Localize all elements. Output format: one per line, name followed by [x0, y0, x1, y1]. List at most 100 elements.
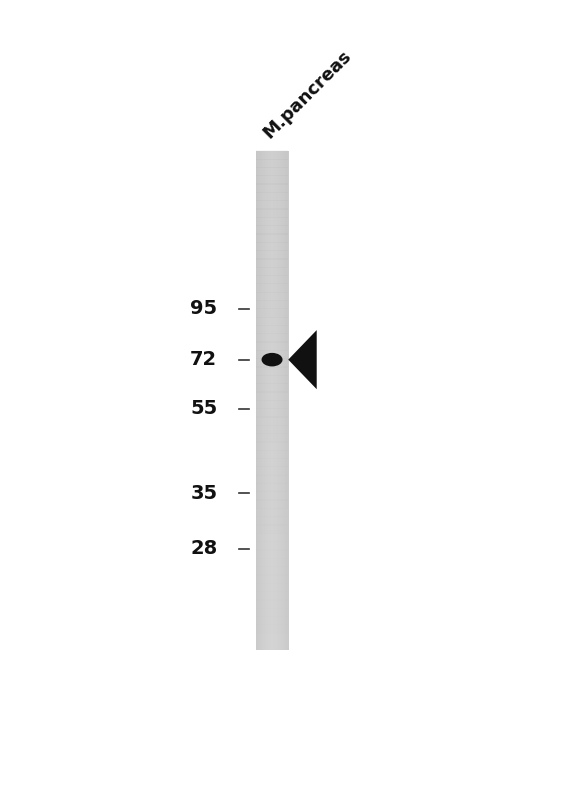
Bar	[255, 167, 289, 176]
Bar	[255, 225, 289, 234]
Bar	[257, 151, 258, 650]
Bar	[255, 550, 289, 559]
Bar	[255, 616, 289, 626]
Bar	[285, 151, 286, 650]
Bar	[255, 317, 289, 326]
Bar	[255, 458, 289, 467]
Bar	[285, 151, 286, 650]
Bar	[255, 275, 289, 285]
Bar	[255, 466, 289, 476]
Bar	[255, 374, 289, 384]
Bar	[255, 483, 289, 492]
Polygon shape	[288, 330, 317, 390]
Bar	[255, 242, 289, 251]
Ellipse shape	[262, 353, 282, 366]
Bar	[255, 300, 289, 310]
Bar	[255, 474, 289, 484]
Bar	[277, 151, 278, 650]
Bar	[255, 200, 289, 210]
Bar	[270, 151, 271, 650]
Bar	[255, 383, 289, 393]
Text: 95: 95	[190, 299, 218, 318]
Bar	[255, 175, 289, 185]
Bar	[266, 151, 267, 650]
Bar	[257, 151, 258, 650]
Bar	[262, 151, 263, 650]
Bar	[276, 151, 277, 650]
Bar	[271, 151, 272, 650]
Bar	[284, 151, 285, 650]
Text: 72: 72	[190, 350, 218, 369]
Bar	[255, 450, 289, 459]
Text: M.pancreas: M.pancreas	[259, 47, 355, 142]
Bar	[274, 151, 275, 650]
Bar	[286, 151, 287, 650]
Bar	[255, 408, 289, 418]
Bar	[286, 151, 287, 650]
Bar	[255, 425, 289, 434]
Bar	[255, 308, 289, 318]
Bar	[268, 151, 269, 650]
Bar	[264, 151, 266, 650]
Bar	[255, 183, 289, 193]
Bar	[275, 151, 276, 650]
Bar	[268, 151, 269, 650]
Bar	[283, 151, 284, 650]
Bar	[255, 400, 289, 410]
Bar	[255, 333, 289, 342]
Bar	[260, 151, 261, 650]
Bar	[255, 234, 289, 243]
Bar	[288, 151, 289, 650]
Bar	[275, 151, 276, 650]
Bar	[255, 158, 289, 168]
Bar	[255, 516, 289, 526]
Bar	[255, 350, 289, 359]
Bar	[267, 151, 268, 650]
Bar	[255, 391, 289, 401]
Bar	[288, 151, 289, 650]
Bar	[255, 325, 289, 334]
Bar	[255, 433, 289, 442]
Bar	[255, 641, 289, 650]
Bar	[279, 151, 280, 650]
Text: 35: 35	[190, 484, 218, 503]
Bar	[255, 442, 289, 451]
Text: 28: 28	[190, 539, 218, 558]
Bar	[255, 558, 289, 567]
Bar	[264, 151, 265, 650]
Bar	[256, 151, 257, 650]
Bar	[272, 151, 273, 650]
Bar	[278, 151, 279, 650]
Bar	[255, 633, 289, 642]
Bar	[255, 258, 289, 268]
Bar	[284, 151, 285, 650]
Bar	[259, 151, 260, 650]
Bar	[282, 151, 283, 650]
Bar	[255, 192, 289, 202]
Bar	[258, 151, 259, 650]
Bar	[269, 151, 270, 650]
Bar	[255, 291, 289, 301]
Bar	[255, 499, 289, 509]
Bar	[271, 151, 272, 650]
Bar	[255, 358, 289, 368]
Bar	[281, 151, 282, 650]
Bar	[262, 151, 263, 650]
Bar	[279, 151, 280, 650]
Bar	[255, 582, 289, 592]
Bar	[263, 151, 264, 650]
Bar	[266, 151, 267, 650]
Bar	[255, 366, 289, 376]
Bar	[278, 151, 279, 650]
Bar	[277, 151, 278, 650]
Bar	[255, 342, 289, 351]
Bar	[255, 624, 289, 634]
Bar	[265, 151, 266, 650]
Bar	[255, 416, 289, 426]
Bar	[280, 151, 281, 650]
Bar	[282, 151, 284, 650]
Bar	[259, 151, 260, 650]
Bar	[273, 151, 275, 650]
Bar	[261, 151, 262, 650]
Bar	[255, 508, 289, 518]
